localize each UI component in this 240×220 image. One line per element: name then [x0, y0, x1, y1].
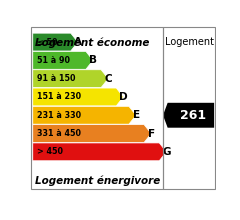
Polygon shape — [33, 70, 108, 88]
Polygon shape — [33, 125, 151, 142]
Polygon shape — [33, 106, 136, 124]
Polygon shape — [33, 88, 123, 106]
Text: F: F — [148, 128, 155, 139]
Text: > 450: > 450 — [37, 147, 63, 156]
Text: ≤ 50: ≤ 50 — [37, 38, 58, 47]
Text: G: G — [162, 147, 171, 157]
Text: 151 à 230: 151 à 230 — [37, 92, 82, 101]
Polygon shape — [163, 103, 214, 128]
Text: Logement économe: Logement économe — [35, 37, 149, 48]
Text: Logement énergivore: Logement énergivore — [35, 176, 160, 187]
Text: 51 à 90: 51 à 90 — [37, 56, 71, 65]
Text: 231 à 330: 231 à 330 — [37, 111, 82, 120]
Text: 261: 261 — [180, 109, 206, 122]
Polygon shape — [33, 51, 93, 69]
Polygon shape — [33, 33, 78, 51]
Text: C: C — [105, 74, 112, 84]
Text: Logement: Logement — [165, 37, 214, 48]
Text: 331 à 450: 331 à 450 — [37, 129, 81, 138]
Text: B: B — [89, 55, 97, 65]
Text: D: D — [119, 92, 128, 102]
Text: A: A — [74, 37, 82, 47]
Text: E: E — [133, 110, 140, 120]
Polygon shape — [33, 143, 166, 161]
Text: 91 à 150: 91 à 150 — [37, 74, 76, 83]
